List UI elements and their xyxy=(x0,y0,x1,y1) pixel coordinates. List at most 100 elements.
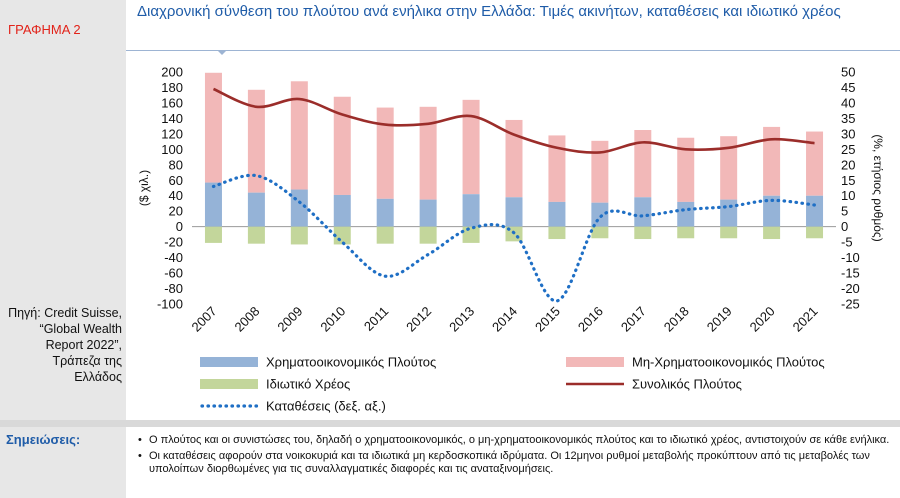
title-divider xyxy=(126,50,900,51)
y2-tick-label: 35 xyxy=(841,111,855,126)
bar-nonfinancial-wealth xyxy=(634,130,652,198)
bar-financial-wealth xyxy=(462,194,480,227)
bars-layer xyxy=(204,72,824,245)
legend-label: Ιδιωτικό Χρέος xyxy=(266,377,350,392)
y-axis-label: ($ χιλ.) xyxy=(137,170,151,206)
x-tick-label: 2016 xyxy=(575,304,606,335)
x-tick-labels: 2007 2008 2009 2010 2011 2012 2013 2014 2015 2016… xyxy=(189,304,821,335)
y2-tick-label: 40 xyxy=(841,95,855,110)
chart-title: Διαχρονική σύνθεση του πλούτου ανά ενήλι… xyxy=(137,3,841,20)
legend-label: Καταθέσεις (δεξ. αξ.) xyxy=(266,399,386,414)
figure-label: ΓΡΑΦΗΜΑ 2 xyxy=(8,22,81,37)
left-sidebar xyxy=(0,0,126,420)
bar-private-debt xyxy=(204,226,222,243)
x-tick-label: 2018 xyxy=(661,304,692,335)
source-text: Πηγή: Credit Suisse, “Global Wealth Repo… xyxy=(8,306,122,384)
y-tick-label: -100 xyxy=(157,297,183,312)
line-deposits xyxy=(211,173,817,303)
bar-private-debt xyxy=(548,226,566,240)
bar-financial-wealth xyxy=(806,195,824,227)
y-tick-label: -20 xyxy=(164,235,183,250)
bar-nonfinancial-wealth xyxy=(247,89,265,193)
x-tick-label: 2015 xyxy=(532,304,563,335)
y2-tick-label: -10 xyxy=(841,250,860,265)
y-tick-label: 60 xyxy=(169,173,183,188)
lines-layer xyxy=(211,87,817,303)
left-axis: 200180160140120100806040200-20-40-60-80-… xyxy=(157,65,836,312)
bar-private-debt xyxy=(290,226,308,245)
bar-nonfinancial-wealth xyxy=(591,140,609,203)
x-tick-label: 2021 xyxy=(790,304,821,335)
bar-nonfinancial-wealth xyxy=(806,131,824,196)
y2-tick-label: -20 xyxy=(841,281,860,296)
chart-svg: 200180160140120100806040200-20-40-60-80-… xyxy=(137,65,885,414)
y-tick-label: -60 xyxy=(164,266,183,281)
bar-private-debt xyxy=(462,226,480,243)
y2-tick-label: 5 xyxy=(841,204,848,219)
notes-label: Σημειώσεις: xyxy=(6,432,81,447)
y-tick-label: 180 xyxy=(161,80,183,95)
note-item: Ο πλούτος και οι συνιστώσες του, δηλαδή … xyxy=(138,434,900,447)
bar-nonfinancial-wealth xyxy=(505,119,523,198)
bar-nonfinancial-wealth xyxy=(376,107,394,199)
x-tick-label: 2020 xyxy=(747,304,778,335)
bar-financial-wealth xyxy=(763,195,781,227)
x-tick-label: 2007 xyxy=(189,304,220,335)
bar-financial-wealth xyxy=(720,199,738,227)
bar-nonfinancial-wealth xyxy=(333,96,351,195)
bar-nonfinancial-wealth xyxy=(462,99,480,195)
y-tick-label: 20 xyxy=(169,204,183,219)
legend-label: Μη-Χρηματοοικονομικός Πλούτος xyxy=(632,355,825,370)
bar-financial-wealth xyxy=(419,199,437,227)
bar-financial-wealth xyxy=(204,182,222,227)
bar-private-debt xyxy=(376,226,394,244)
y-tick-label: 200 xyxy=(161,65,183,80)
bar-private-debt xyxy=(677,226,695,239)
x-tick-label: 2013 xyxy=(446,304,477,335)
y-tick-label: 0 xyxy=(176,219,183,234)
y2-tick-label: 25 xyxy=(841,142,855,157)
legend: Χρηματοοικονομικός Πλούτος Μη-Χρηματοοικο… xyxy=(200,355,825,414)
y2-axis-label: (%, ετήσιος ρυθμός) xyxy=(871,134,885,241)
bar-private-debt xyxy=(720,226,738,239)
title-pointer xyxy=(217,50,227,55)
bar-private-debt xyxy=(806,226,824,239)
bar-financial-wealth xyxy=(505,197,523,227)
x-tick-label: 2010 xyxy=(317,304,348,335)
y2-tick-label: -15 xyxy=(841,266,860,281)
legend-swatch xyxy=(200,357,258,367)
bar-financial-wealth xyxy=(677,201,695,227)
bar-nonfinancial-wealth xyxy=(763,126,781,196)
y-tick-label: 40 xyxy=(169,188,183,203)
y2-tick-label: 10 xyxy=(841,188,855,203)
bar-private-debt xyxy=(419,226,437,244)
y2-tick-label: 50 xyxy=(841,65,855,80)
bar-financial-wealth xyxy=(634,197,652,227)
y-tick-label: 140 xyxy=(161,111,183,126)
bar-nonfinancial-wealth xyxy=(677,137,695,202)
y-tick-label: 160 xyxy=(161,95,183,110)
y2-tick-label: -5 xyxy=(841,235,853,250)
y2-tick-label: 15 xyxy=(841,173,855,188)
legend-label: Συνολικός Πλούτος xyxy=(632,377,742,392)
bar-private-debt xyxy=(634,226,652,240)
bar-nonfinancial-wealth xyxy=(290,81,308,190)
notes-label-cell xyxy=(0,427,126,498)
legend-swatch xyxy=(566,357,624,367)
x-tick-label: 2017 xyxy=(618,304,649,335)
x-tick-label: 2009 xyxy=(274,304,305,335)
x-tick-label: 2008 xyxy=(231,304,262,335)
bar-nonfinancial-wealth xyxy=(419,106,437,200)
y2-tick-label: -25 xyxy=(841,297,860,312)
y2-tick-label: 30 xyxy=(841,126,855,141)
y-tick-label: -80 xyxy=(164,281,183,296)
bar-financial-wealth xyxy=(333,194,351,227)
note-item: Οι καταθέσεις αφορούν στα νοικοκυριά και… xyxy=(138,450,900,476)
y-tick-label: 100 xyxy=(161,142,183,157)
bar-nonfinancial-wealth xyxy=(548,135,566,202)
y2-tick-label: 0 xyxy=(841,219,848,234)
notes-separator xyxy=(0,420,900,427)
line-total-wealth xyxy=(212,87,815,154)
y-tick-label: -40 xyxy=(164,250,183,265)
